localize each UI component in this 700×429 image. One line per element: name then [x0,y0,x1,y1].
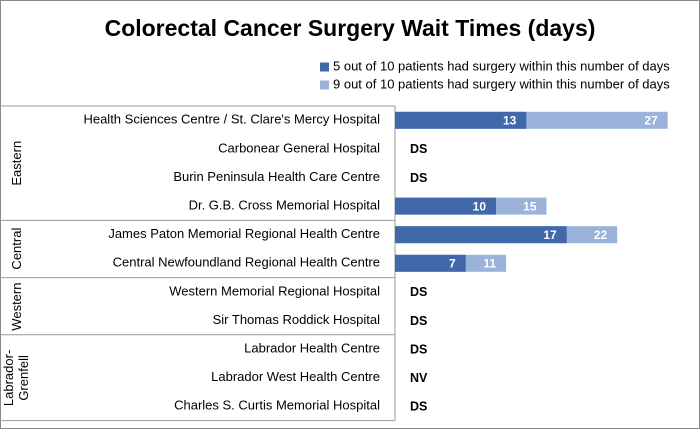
status-label: DS [410,285,427,299]
group-label: Labrador-Grenfell [1,349,31,406]
group-box: Eastern [8,140,24,186]
category-label: Labrador Health Centre [244,341,380,356]
bar [395,111,527,129]
legend-label: 5 out of 10 patients had surgery within … [333,58,670,73]
group-box: Central [8,228,24,270]
value-label: 11 [483,256,496,270]
status-label: DS [410,342,427,356]
value-label: 17 [543,228,557,242]
status-label: DS [410,142,427,156]
value-label: 10 [473,199,487,213]
status-label: DS [410,314,427,328]
legend-swatch [320,80,329,90]
value-label: 15 [523,199,537,213]
value-label: 13 [503,113,517,127]
group-label: Western [8,282,24,331]
category-label: Central Newfoundland Regional Health Cen… [113,255,380,270]
value-label: 7 [449,256,456,270]
bar [395,197,496,215]
category-label: Charles S. Curtis Memorial Hospital [174,398,380,413]
category-label: Dr. G.B. Cross Memorial Hospital [189,198,381,213]
status-label: DS [410,171,427,185]
bar [395,226,567,244]
chart-title: Colorectal Cancer Surgery Wait Times (da… [105,15,596,41]
legend-label: 9 out of 10 patients had surgery within … [333,76,670,91]
status-label: NV [410,371,428,385]
category-label: Labrador West Health Centre [211,369,380,384]
group-label: Eastern [8,140,24,186]
legend-swatch [320,62,329,72]
category-label: Health Sciences Centre / St. Clare's Mer… [83,112,380,127]
category-label: Carbonear General Hospital [218,140,380,155]
value-label: 27 [644,113,658,127]
group-box: Labrador-Grenfell [1,349,31,406]
category-label: Sir Thomas Roddick Hospital [213,312,380,327]
value-label: 22 [594,228,608,242]
group-box: Western [8,282,24,331]
category-label: Western Memorial Regional Hospital [169,283,380,298]
category-label: Burin Peninsula Health Care Centre [173,169,380,184]
group-label: Central [8,228,24,270]
category-label: James Paton Memorial Regional Health Cen… [108,226,380,241]
bar [395,254,466,272]
status-label: DS [410,400,427,414]
